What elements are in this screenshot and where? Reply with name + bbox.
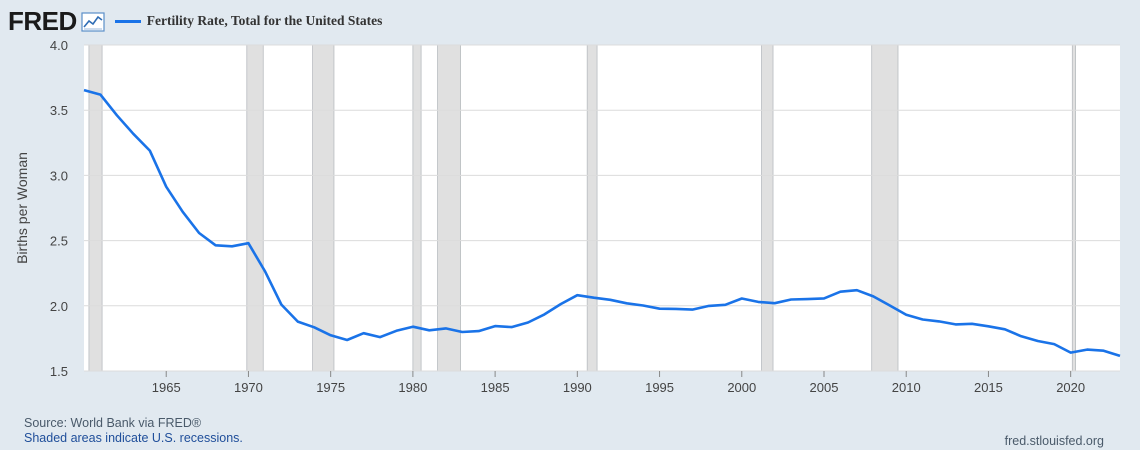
x-axis-ticks: 1965 1970 1975 1980 1985 1990 1995 2000 2005 2010… — [152, 371, 1085, 395]
site-url[interactable]: fred.stlouisfed.org — [1004, 434, 1104, 448]
x-tick-label: 1995 — [645, 380, 674, 395]
x-tick-label: 1990 — [563, 380, 592, 395]
recession-note-link[interactable]: Shaded areas indicate U.S. recessions. — [24, 431, 243, 445]
recession-band-4 — [412, 44, 422, 372]
x-tick-label: 1975 — [316, 380, 345, 395]
plot-area — [84, 45, 1120, 371]
x-tick-label: 2005 — [810, 380, 839, 395]
recession-band-2 — [246, 44, 264, 372]
x-tick-label: 1980 — [398, 380, 427, 395]
recession-band-7 — [761, 44, 774, 372]
y-axis-title: Births per Woman — [14, 152, 30, 264]
x-tick-label: 1970 — [234, 380, 263, 395]
y-tick-label: 3.5 — [50, 103, 68, 118]
x-tick-label: 2000 — [727, 380, 756, 395]
x-tick-label: 1985 — [481, 380, 510, 395]
x-tick-label: 2015 — [974, 380, 1003, 395]
recession-band-8 — [871, 44, 899, 372]
y-tick-label: 2.5 — [50, 234, 68, 249]
chart-trend-icon[interactable] — [81, 12, 105, 32]
recession-band-3 — [312, 44, 335, 372]
x-tick-label: 1965 — [152, 380, 181, 395]
x-tick-label: 2010 — [892, 380, 921, 395]
recession-band-6 — [586, 44, 598, 372]
y-tick-label: 3.0 — [50, 168, 68, 183]
source-note: Source: World Bank via FRED® — [24, 416, 202, 430]
recession-band-5 — [437, 44, 461, 372]
y-tick-label: 4.0 — [50, 38, 68, 53]
legend-series-title[interactable]: Fertility Rate, Total for the United Sta… — [146, 13, 383, 28]
y-tick-label: 1.5 — [50, 364, 68, 379]
x-tick-label: 2020 — [1056, 380, 1085, 395]
fred-logo[interactable]: FRED — [8, 6, 77, 36]
recession-band-9 — [1071, 44, 1077, 372]
y-axis-ticks: 1.5 2.0 2.5 3.0 3.5 4.0 — [50, 38, 68, 379]
series-line-fertility-rate — [83, 88, 1121, 358]
y-tick-label: 2.0 — [50, 299, 68, 314]
chart-legend: Fertility Rate, Total for the United Sta… — [114, 13, 383, 29]
legend-swatch — [114, 19, 141, 23]
gridlines — [84, 44, 1120, 372]
footer-notes: Source: World Bank via FRED® Shaded area… — [24, 416, 243, 446]
line-chart: 1.52.02.53.03.54.0 1965 1970 1975 1980 1985 1… — [14, 38, 1121, 395]
chart-header: FRED Fertility Rate, Total for the Unite… — [8, 6, 382, 36]
